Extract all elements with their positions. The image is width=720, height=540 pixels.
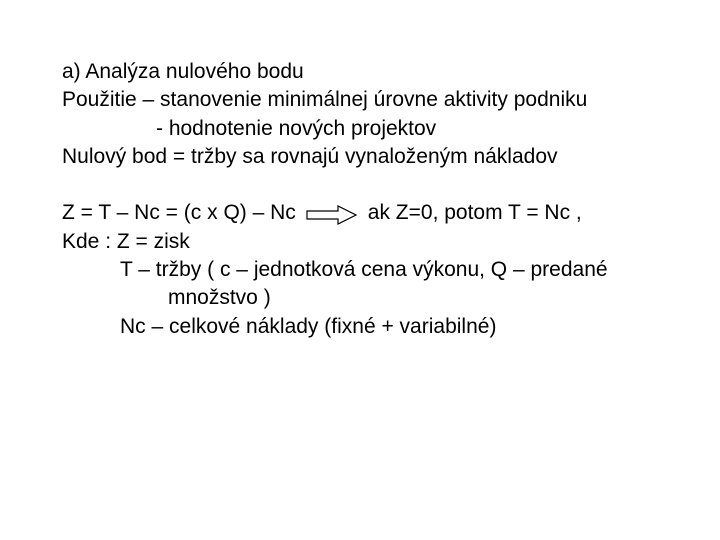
equation-line: Z = T – Nc = (c x Q) – Nc ak Z=0, potom …	[62, 199, 658, 227]
line-usage-2: - hodnotenie nových projektov	[62, 115, 658, 143]
line-t2: množstvo )	[62, 284, 658, 312]
line-nc: Nc – celkové náklady (fixné + variabilné…	[62, 313, 658, 341]
arrow-icon	[306, 204, 358, 226]
line-t: T – tržby ( c – jednotková cena výkonu, …	[62, 256, 658, 284]
line-usage: Použitie – stanovenie minimálnej úrovne …	[62, 86, 658, 114]
equation-right: ak Z=0, potom T = Nc ,	[368, 199, 582, 227]
line-a: a) Analýza nulového bodu	[62, 58, 658, 86]
equation-left: Z = T – Nc = (c x Q) – Nc	[62, 199, 296, 227]
paragraph-gap	[62, 171, 658, 199]
line-nullpoint: Nulový bod = tržby sa rovnajú vynaložený…	[62, 143, 658, 171]
line-kde: Kde : Z = zisk	[62, 228, 658, 256]
